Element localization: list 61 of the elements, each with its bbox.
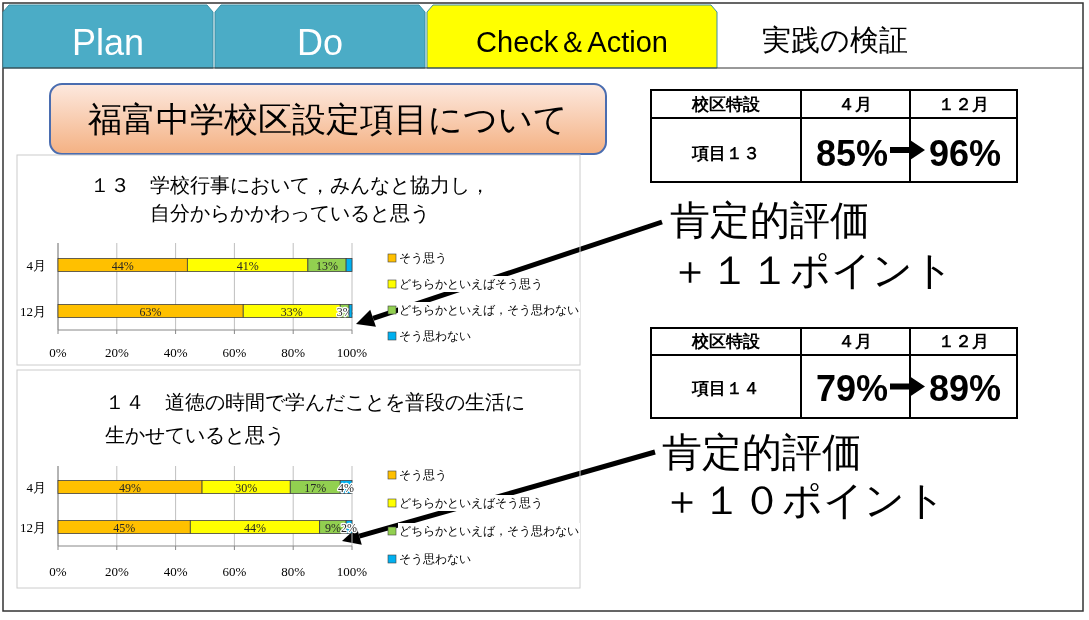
- x-tick-label: 80%: [281, 344, 306, 360]
- text: 実践の検証: [762, 24, 908, 56]
- text: ４月: [838, 331, 872, 351]
- legend-label: そう思う: [399, 251, 447, 265]
- legend-label: どちらかといえばそう思う: [399, 277, 543, 291]
- data-label: 30%: [235, 481, 258, 495]
- text: 肯定的評価: [662, 430, 862, 474]
- text: １２月: [937, 94, 989, 114]
- x-tick-label: 40%: [163, 344, 188, 360]
- y-tick-label: 4月: [26, 257, 46, 273]
- x-tick-label: 0%: [49, 344, 67, 360]
- data-label: 9%: [324, 521, 341, 535]
- data-label: 49%: [119, 481, 142, 495]
- legend-label: どちらかといえばそう思う: [399, 496, 543, 510]
- x-tick-label: 40%: [163, 563, 188, 579]
- text: 校区特設: [691, 94, 761, 114]
- data-label: 44%: [111, 259, 134, 273]
- text: Do: [296, 21, 344, 63]
- text: １２月: [937, 331, 989, 351]
- text: 福富中学校区設定項目について: [88, 100, 568, 138]
- data-label: 45%: [113, 521, 136, 535]
- legend-label: どちらかといえば，そう思わない: [399, 303, 579, 317]
- data-label: 63%: [139, 305, 162, 319]
- x-tick-label: 0%: [49, 563, 67, 579]
- legend-label: どちらかといえば，そう思わない: [399, 524, 579, 538]
- data-label: 41%: [236, 259, 259, 273]
- x-tick-label: 100%: [336, 344, 368, 360]
- text: Plan: [71, 21, 145, 63]
- text: 項目１３: [691, 143, 760, 163]
- legend-label: そう思う: [399, 468, 447, 482]
- x-tick-label: 20%: [104, 563, 129, 579]
- text: ４月: [838, 94, 872, 114]
- legend-label: そう思わない: [399, 552, 471, 566]
- y-tick-label: 12月: [20, 519, 46, 535]
- text: 肯定的評価: [670, 198, 870, 242]
- text: Check＆Action: [476, 26, 668, 58]
- x-tick-label: 60%: [222, 563, 247, 579]
- data-label: 13%: [316, 259, 339, 273]
- data-label: 44%: [243, 521, 266, 535]
- data-label: 2%: [341, 521, 358, 535]
- text: 79%: [815, 367, 889, 409]
- x-tick-label: 80%: [281, 563, 306, 579]
- chart-title: １４ 道徳の時間で学んだことを普段の生活に: [105, 391, 525, 413]
- y-tick-label: 4月: [26, 479, 46, 495]
- chart-title: １３ 学校行事において，みんなと協力し，: [90, 174, 490, 196]
- text: 89%: [928, 367, 1002, 409]
- text: 項目１４: [691, 378, 760, 398]
- data-label: 33%: [280, 305, 303, 319]
- x-tick-label: 20%: [104, 344, 129, 360]
- text: ＋１１ポイント: [670, 248, 954, 292]
- y-tick-label: 12月: [20, 303, 46, 319]
- text: 96%: [928, 132, 1002, 174]
- x-tick-label: 100%: [336, 563, 368, 579]
- text: 校区特設: [691, 331, 761, 351]
- data-label: 17%: [304, 481, 327, 495]
- chart-subtitle: 自分からかかわっていると思う: [150, 202, 430, 224]
- text: ＋１０ポイント: [662, 478, 946, 522]
- chart-subtitle: 生かせていると思う: [105, 424, 285, 446]
- legend-label: そう思わない: [399, 329, 471, 343]
- x-tick-label: 60%: [222, 344, 247, 360]
- text: 85%: [815, 132, 889, 174]
